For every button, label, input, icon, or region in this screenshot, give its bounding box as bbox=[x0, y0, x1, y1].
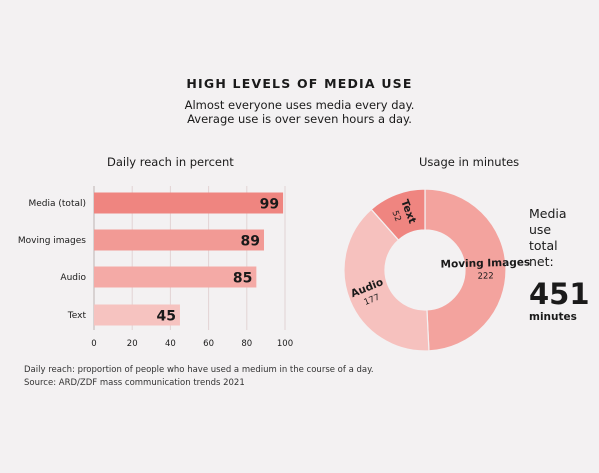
x-tick-label: 60 bbox=[203, 339, 214, 349]
total-unit: minutes bbox=[529, 311, 577, 323]
total-label-line: use bbox=[529, 222, 552, 237]
source-note: Source: ARD/ZDF mass communication trend… bbox=[24, 378, 245, 388]
bar bbox=[94, 192, 284, 214]
bar-value-label: 85 bbox=[233, 271, 252, 287]
y-category-label: Media (total) bbox=[29, 199, 87, 209]
bar-chart-title: Daily reach in percent bbox=[107, 155, 234, 169]
bar bbox=[94, 304, 180, 326]
donut-slice-value: 52 bbox=[389, 209, 402, 223]
bar-value-label: 99 bbox=[260, 197, 279, 213]
total-usage-box: Media use total net: 451 minutes bbox=[529, 206, 593, 324]
total-label-line: net: bbox=[529, 254, 554, 269]
donut-slice bbox=[424, 188, 507, 352]
x-tick-label: 40 bbox=[165, 339, 176, 349]
x-tick-label: 0 bbox=[91, 339, 96, 349]
footnote: Daily reach: proportion of people who ha… bbox=[24, 365, 374, 375]
subtitle-line-1: Almost everyone uses media every day. bbox=[184, 98, 415, 112]
x-tick-label: 80 bbox=[241, 339, 252, 349]
x-tick-label: 100 bbox=[277, 339, 293, 349]
bar-value-label: 45 bbox=[156, 309, 175, 325]
total-value: 451 bbox=[529, 277, 590, 311]
y-category-label: Audio bbox=[60, 273, 86, 283]
bar bbox=[94, 266, 257, 288]
donut-slice-name: Moving Images bbox=[440, 256, 530, 270]
subtitle-line-2: Average use is over seven hours a day. bbox=[187, 112, 412, 126]
chart-title: HIGH LEVELS OF MEDIA USE bbox=[186, 76, 413, 91]
x-tick-label: 20 bbox=[127, 339, 138, 349]
bar bbox=[94, 229, 264, 251]
donut-slice bbox=[343, 208, 430, 352]
bar-value-label: 89 bbox=[241, 234, 260, 250]
y-category-label: Text bbox=[67, 311, 87, 321]
total-label-line: Media bbox=[529, 206, 567, 221]
total-label-line: total bbox=[529, 238, 558, 253]
donut-chart-title: Usage in minutes bbox=[419, 155, 520, 169]
donut-slice-value: 222 bbox=[477, 271, 493, 281]
y-category-label: Moving images bbox=[18, 236, 86, 246]
donut-slice bbox=[370, 188, 426, 241]
